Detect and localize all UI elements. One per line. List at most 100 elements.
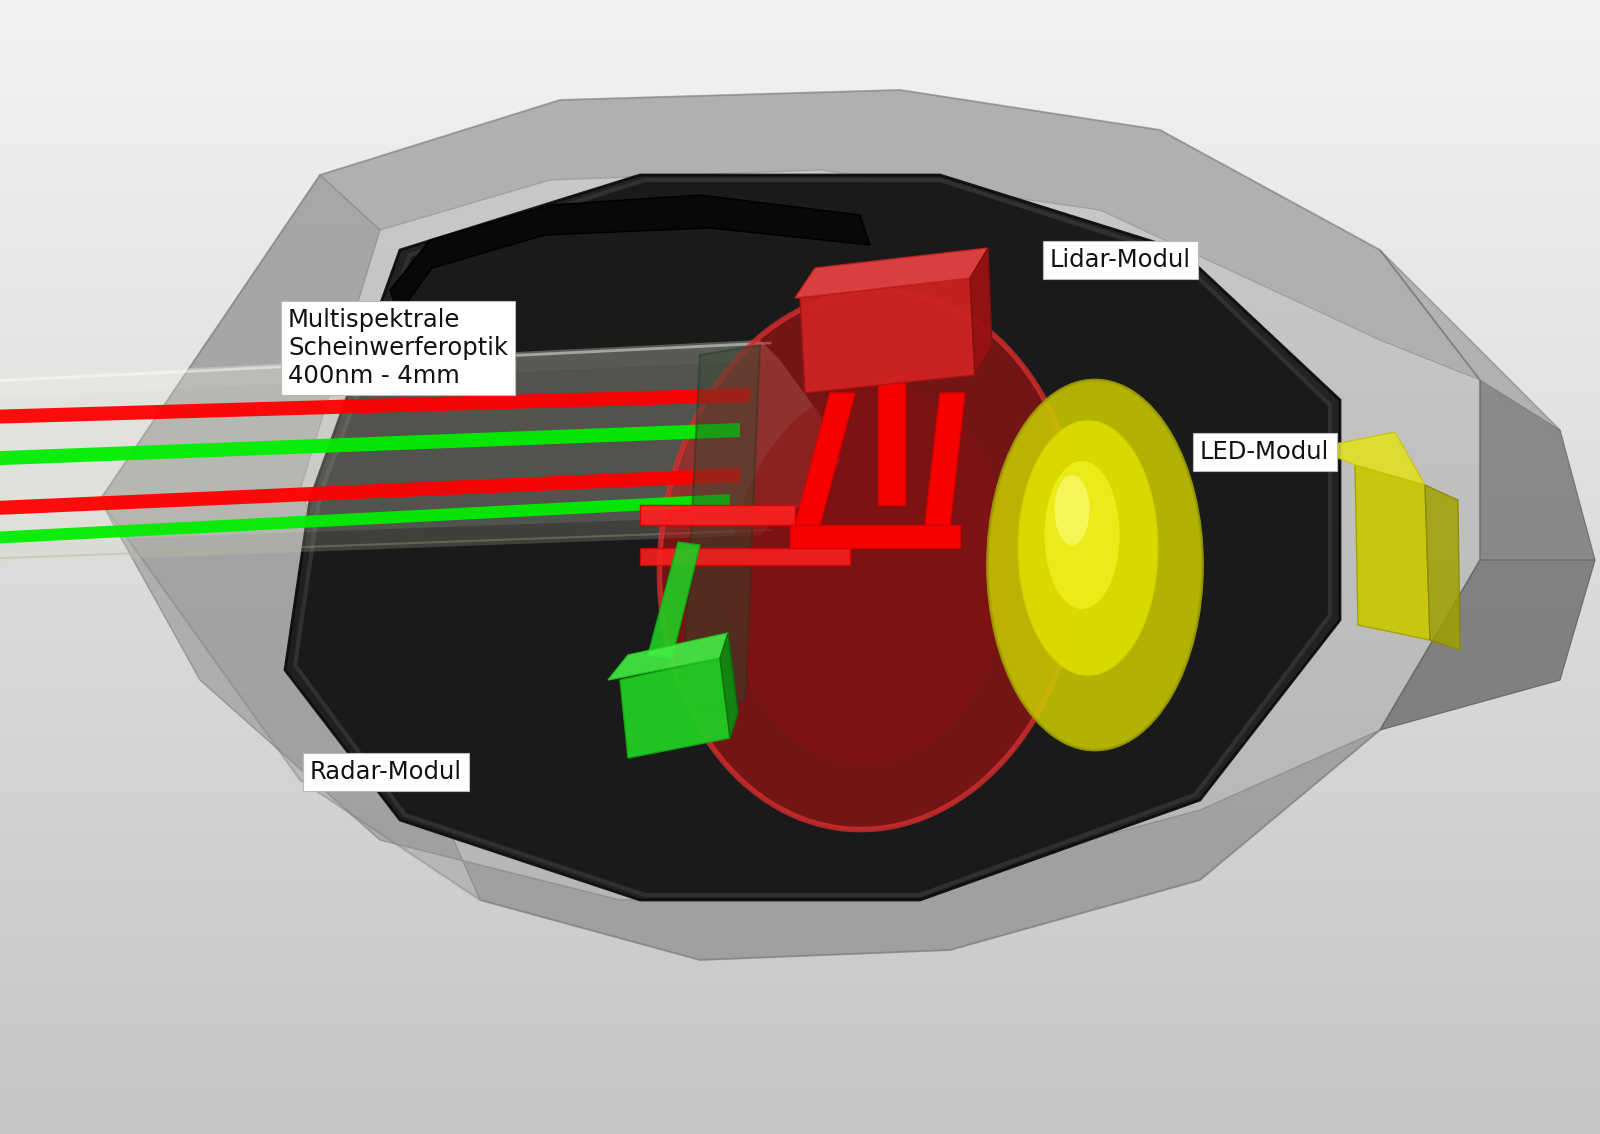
Text: Radar-Modul: Radar-Modul [310, 760, 462, 784]
Polygon shape [1315, 432, 1426, 485]
Ellipse shape [1045, 462, 1120, 609]
Bar [0, 1043, 1600, 1056]
Bar [0, 1032, 1600, 1044]
Polygon shape [790, 525, 960, 548]
Polygon shape [795, 393, 854, 525]
Bar [0, 238, 1600, 251]
Bar [0, 57, 1600, 69]
Bar [0, 646, 1600, 659]
Bar [0, 794, 1600, 806]
Polygon shape [0, 468, 739, 517]
Polygon shape [0, 388, 750, 425]
Bar [0, 1021, 1600, 1033]
Bar [0, 737, 1600, 750]
Bar [0, 1089, 1600, 1101]
Bar [0, 45, 1600, 58]
Bar [0, 159, 1600, 171]
Bar [0, 522, 1600, 534]
Bar [0, 907, 1600, 920]
Bar [0, 850, 1600, 863]
Bar [0, 249, 1600, 262]
Bar [0, 930, 1600, 942]
Bar [0, 669, 1600, 682]
Bar [0, 692, 1600, 704]
Polygon shape [294, 180, 1330, 895]
Bar [0, 635, 1600, 648]
Bar [0, 828, 1600, 840]
Bar [0, 193, 1600, 205]
Bar [0, 760, 1600, 772]
Bar [0, 79, 1600, 92]
Bar [0, 556, 1600, 568]
Bar [0, 1123, 1600, 1134]
Polygon shape [795, 248, 989, 298]
Bar [0, 590, 1600, 602]
Bar [0, 1100, 1600, 1112]
Bar [0, 839, 1600, 852]
Polygon shape [640, 548, 850, 565]
Bar [0, 975, 1600, 988]
Bar [0, 284, 1600, 296]
Bar [0, 397, 1600, 409]
Bar [0, 295, 1600, 307]
Bar [0, 261, 1600, 273]
Bar [0, 1055, 1600, 1067]
Polygon shape [285, 175, 1341, 900]
Bar [0, 578, 1600, 591]
Bar [0, 204, 1600, 217]
Bar [0, 442, 1600, 455]
Bar [0, 363, 1600, 375]
Bar [0, 544, 1600, 557]
Bar [0, 533, 1600, 545]
Bar [0, 919, 1600, 931]
Polygon shape [608, 633, 728, 680]
Bar [0, 329, 1600, 341]
Bar [0, 771, 1600, 784]
Bar [0, 408, 1600, 421]
Polygon shape [640, 505, 795, 525]
Polygon shape [925, 393, 965, 525]
Bar [0, 1111, 1600, 1124]
Ellipse shape [659, 290, 1080, 830]
Polygon shape [1480, 380, 1595, 560]
Bar [0, 964, 1600, 976]
Bar [0, 1009, 1600, 1022]
Bar [0, 136, 1600, 149]
Bar [0, 91, 1600, 103]
Bar [0, 374, 1600, 387]
Bar [0, 147, 1600, 160]
Bar [0, 318, 1600, 330]
Polygon shape [682, 345, 760, 716]
Polygon shape [800, 278, 974, 393]
Bar [0, 11, 1600, 24]
Polygon shape [99, 175, 381, 500]
Ellipse shape [987, 380, 1203, 750]
Polygon shape [0, 340, 781, 400]
Bar [0, 953, 1600, 965]
Bar [0, 658, 1600, 670]
Text: Lidar-Modul: Lidar-Modul [1050, 248, 1190, 272]
Bar [0, 113, 1600, 126]
Bar [0, 748, 1600, 761]
Bar [0, 227, 1600, 239]
Ellipse shape [1018, 421, 1158, 676]
Bar [0, 272, 1600, 285]
Bar [0, 68, 1600, 81]
Bar [0, 885, 1600, 897]
Bar [0, 352, 1600, 364]
Bar [0, 941, 1600, 954]
Bar [0, 23, 1600, 35]
Polygon shape [648, 542, 701, 658]
Bar [0, 0, 1600, 12]
Ellipse shape [730, 386, 1011, 764]
Polygon shape [0, 359, 840, 545]
Polygon shape [99, 490, 1379, 960]
Bar [0, 306, 1600, 319]
Bar [0, 125, 1600, 137]
Bar [0, 624, 1600, 636]
Bar [0, 726, 1600, 738]
Bar [0, 431, 1600, 443]
Bar [0, 170, 1600, 183]
Bar [0, 873, 1600, 886]
Polygon shape [1355, 465, 1430, 640]
